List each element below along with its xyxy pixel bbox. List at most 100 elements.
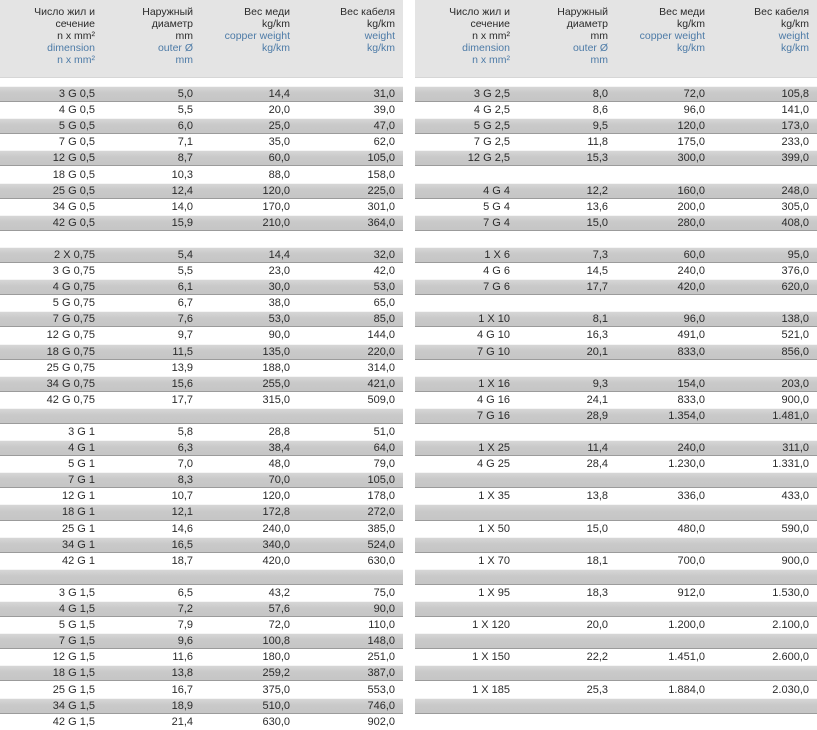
cell-copper-weight: 90,0 [268,329,290,342]
cell-dimension: 3 G 0,75 [52,265,95,278]
cell-cable-weight: 62,0 [373,136,395,149]
cell-cable-weight: 2.600,0 [772,651,809,664]
cell-outer-diameter: 10,3 [171,168,193,181]
cell-outer-diameter: 21,4 [171,715,193,728]
cell-outer-diameter: 15,0 [586,216,608,229]
table-row: 4 G 16 24,1 833,0 900,0 [415,392,817,408]
cell-outer-diameter: 20,0 [586,619,608,632]
header-line-en: dimension [47,42,95,54]
cell-copper-weight: 833,0 [677,393,705,406]
cell-outer-diameter: 28,9 [586,409,608,422]
table-row: 12 G 0,75 9,7 90,0 144,0 [0,327,403,343]
cell-copper-weight: 340,0 [262,538,290,551]
cell-copper-weight: 480,0 [677,522,705,535]
cell-dimension: 18 G 1,5 [52,667,95,680]
cell-copper-weight: 96,0 [683,104,705,117]
cell-cable-weight: 311,0 [782,442,809,455]
cell-outer-diameter: 6,5 [177,586,193,599]
cell-outer-diameter: 8,3 [177,474,193,487]
cell-copper-weight: 833,0 [677,345,705,358]
cell-cable-weight: 64,0 [373,442,395,455]
cell-dimension: 1 X 16 [478,377,510,390]
table-row: 18 G 0,75 11,5 135,0 220,0 [0,343,403,360]
cell-copper-weight: 912,0 [677,586,705,599]
cell-outer-diameter: 13,8 [171,667,193,680]
cell-cable-weight: 301,0 [367,200,395,213]
cell-copper-weight: 491,0 [677,329,705,342]
cell-copper-weight: 43,2 [268,586,290,599]
table-row: 7 G 2,5 11,8 175,0 233,0 [415,134,817,150]
column-header-cable-weight: Вес кабеля kg/km weight kg/km [713,6,817,77]
cell-dimension: 4 G 25 [476,458,510,471]
header-line-ru: сечение [470,18,510,30]
table-row: 3 G 1,5 6,5 43,2 75,0 [0,585,403,601]
cell-dimension: 1 X 120 [472,619,510,632]
cell-cable-weight: 90,0 [373,603,395,616]
table-row: 1 X 120 20,0 1.200,0 2.100,0 [415,617,817,633]
cell-dimension: 7 G 2,5 [473,136,510,149]
cable-table-right: Число жил и сечение n x mm² dimension n x mm… [415,0,817,730]
table-row: 4 G 0,75 6,1 30,0 53,0 [0,279,403,296]
cell-copper-weight: 180,0 [262,651,290,664]
table-row: 34 G 1,5 18,9 510,0 746,0 [0,697,403,714]
cell-cable-weight: 42,0 [373,265,395,278]
header-line-ru: Число жил и [34,6,95,18]
spacer-row [415,360,817,376]
cell-copper-weight: 135,0 [262,345,290,358]
cell-cable-weight: 509,0 [367,393,395,406]
cell-outer-diameter: 9,3 [592,377,608,390]
header-line-en: outer Ø [572,42,608,54]
table-row: 34 G 0,5 14,0 170,0 301,0 [0,199,403,215]
cell-dimension: 5 G 2,5 [473,120,510,133]
cell-dimension: 7 G 0,5 [58,136,95,149]
cell-outer-diameter: 16,5 [171,538,193,551]
table-row: 12 G 2,5 15,3 300,0 399,0 [415,150,817,167]
cell-dimension: 1 X 35 [478,490,510,503]
cell-outer-diameter: 18,9 [171,699,193,712]
cell-dimension: 7 G 4 [483,216,510,229]
spacer-row [415,504,817,521]
cell-outer-diameter: 7,9 [177,619,193,632]
table-row: 7 G 1 8,3 70,0 105,0 [0,472,403,489]
cell-cable-weight: 902,0 [367,715,395,728]
cell-outer-diameter: 25,3 [586,683,608,696]
cell-dimension: 3 G 2,5 [473,88,510,101]
cell-outer-diameter: 11,8 [587,136,608,149]
spacer-row [415,424,817,440]
cell-outer-diameter: 28,4 [586,458,608,471]
cell-copper-weight: 420,0 [262,554,290,567]
cell-copper-weight: 315,0 [262,393,290,406]
header-line-en: copper weight [639,30,705,42]
cell-copper-weight: 57,6 [268,603,290,616]
cell-copper-weight: 1.884,0 [668,683,705,696]
cell-copper-weight: 35,0 [268,136,290,149]
cell-outer-diameter: 24,1 [586,393,608,406]
cell-copper-weight: 1.451,0 [668,651,705,664]
cell-outer-diameter: 18,1 [586,554,608,567]
cell-cable-weight: 856,0 [781,345,809,358]
header-line-en: dimension [462,42,510,54]
cell-dimension: 25 G 0,75 [46,361,95,374]
header-line-ru: Вес меди [659,6,705,18]
header-line-en: weight [778,30,809,42]
cell-outer-diameter: 11,6 [172,651,193,664]
header-line-ru: Число жил и [449,6,510,18]
table-row: 4 G 1 6,3 38,4 64,0 [0,440,403,457]
cell-dimension: 2 X 0,75 [54,248,95,261]
cell-outer-diameter: 12,4 [171,184,193,197]
cell-outer-diameter: 5,5 [177,104,193,117]
cell-dimension: 18 G 0,75 [46,345,95,358]
table-row: 7 G 0,5 7,1 35,0 62,0 [0,134,403,150]
spacer-row [0,231,403,247]
cell-outer-diameter: 14,5 [586,265,608,278]
header-line-ru: n x mm² [57,30,95,42]
table-row: 7 G 1,5 9,6 100,8 148,0 [0,633,403,650]
cell-cable-weight: 251,0 [367,651,395,664]
cell-cable-weight: 248,0 [781,184,809,197]
cell-cable-weight: 364,0 [367,216,395,229]
cell-dimension: 5 G 0,5 [58,120,95,133]
cell-dimension: 18 G 0,5 [52,168,95,181]
spacer-row [415,166,817,182]
cell-outer-diameter: 14,0 [171,200,193,213]
